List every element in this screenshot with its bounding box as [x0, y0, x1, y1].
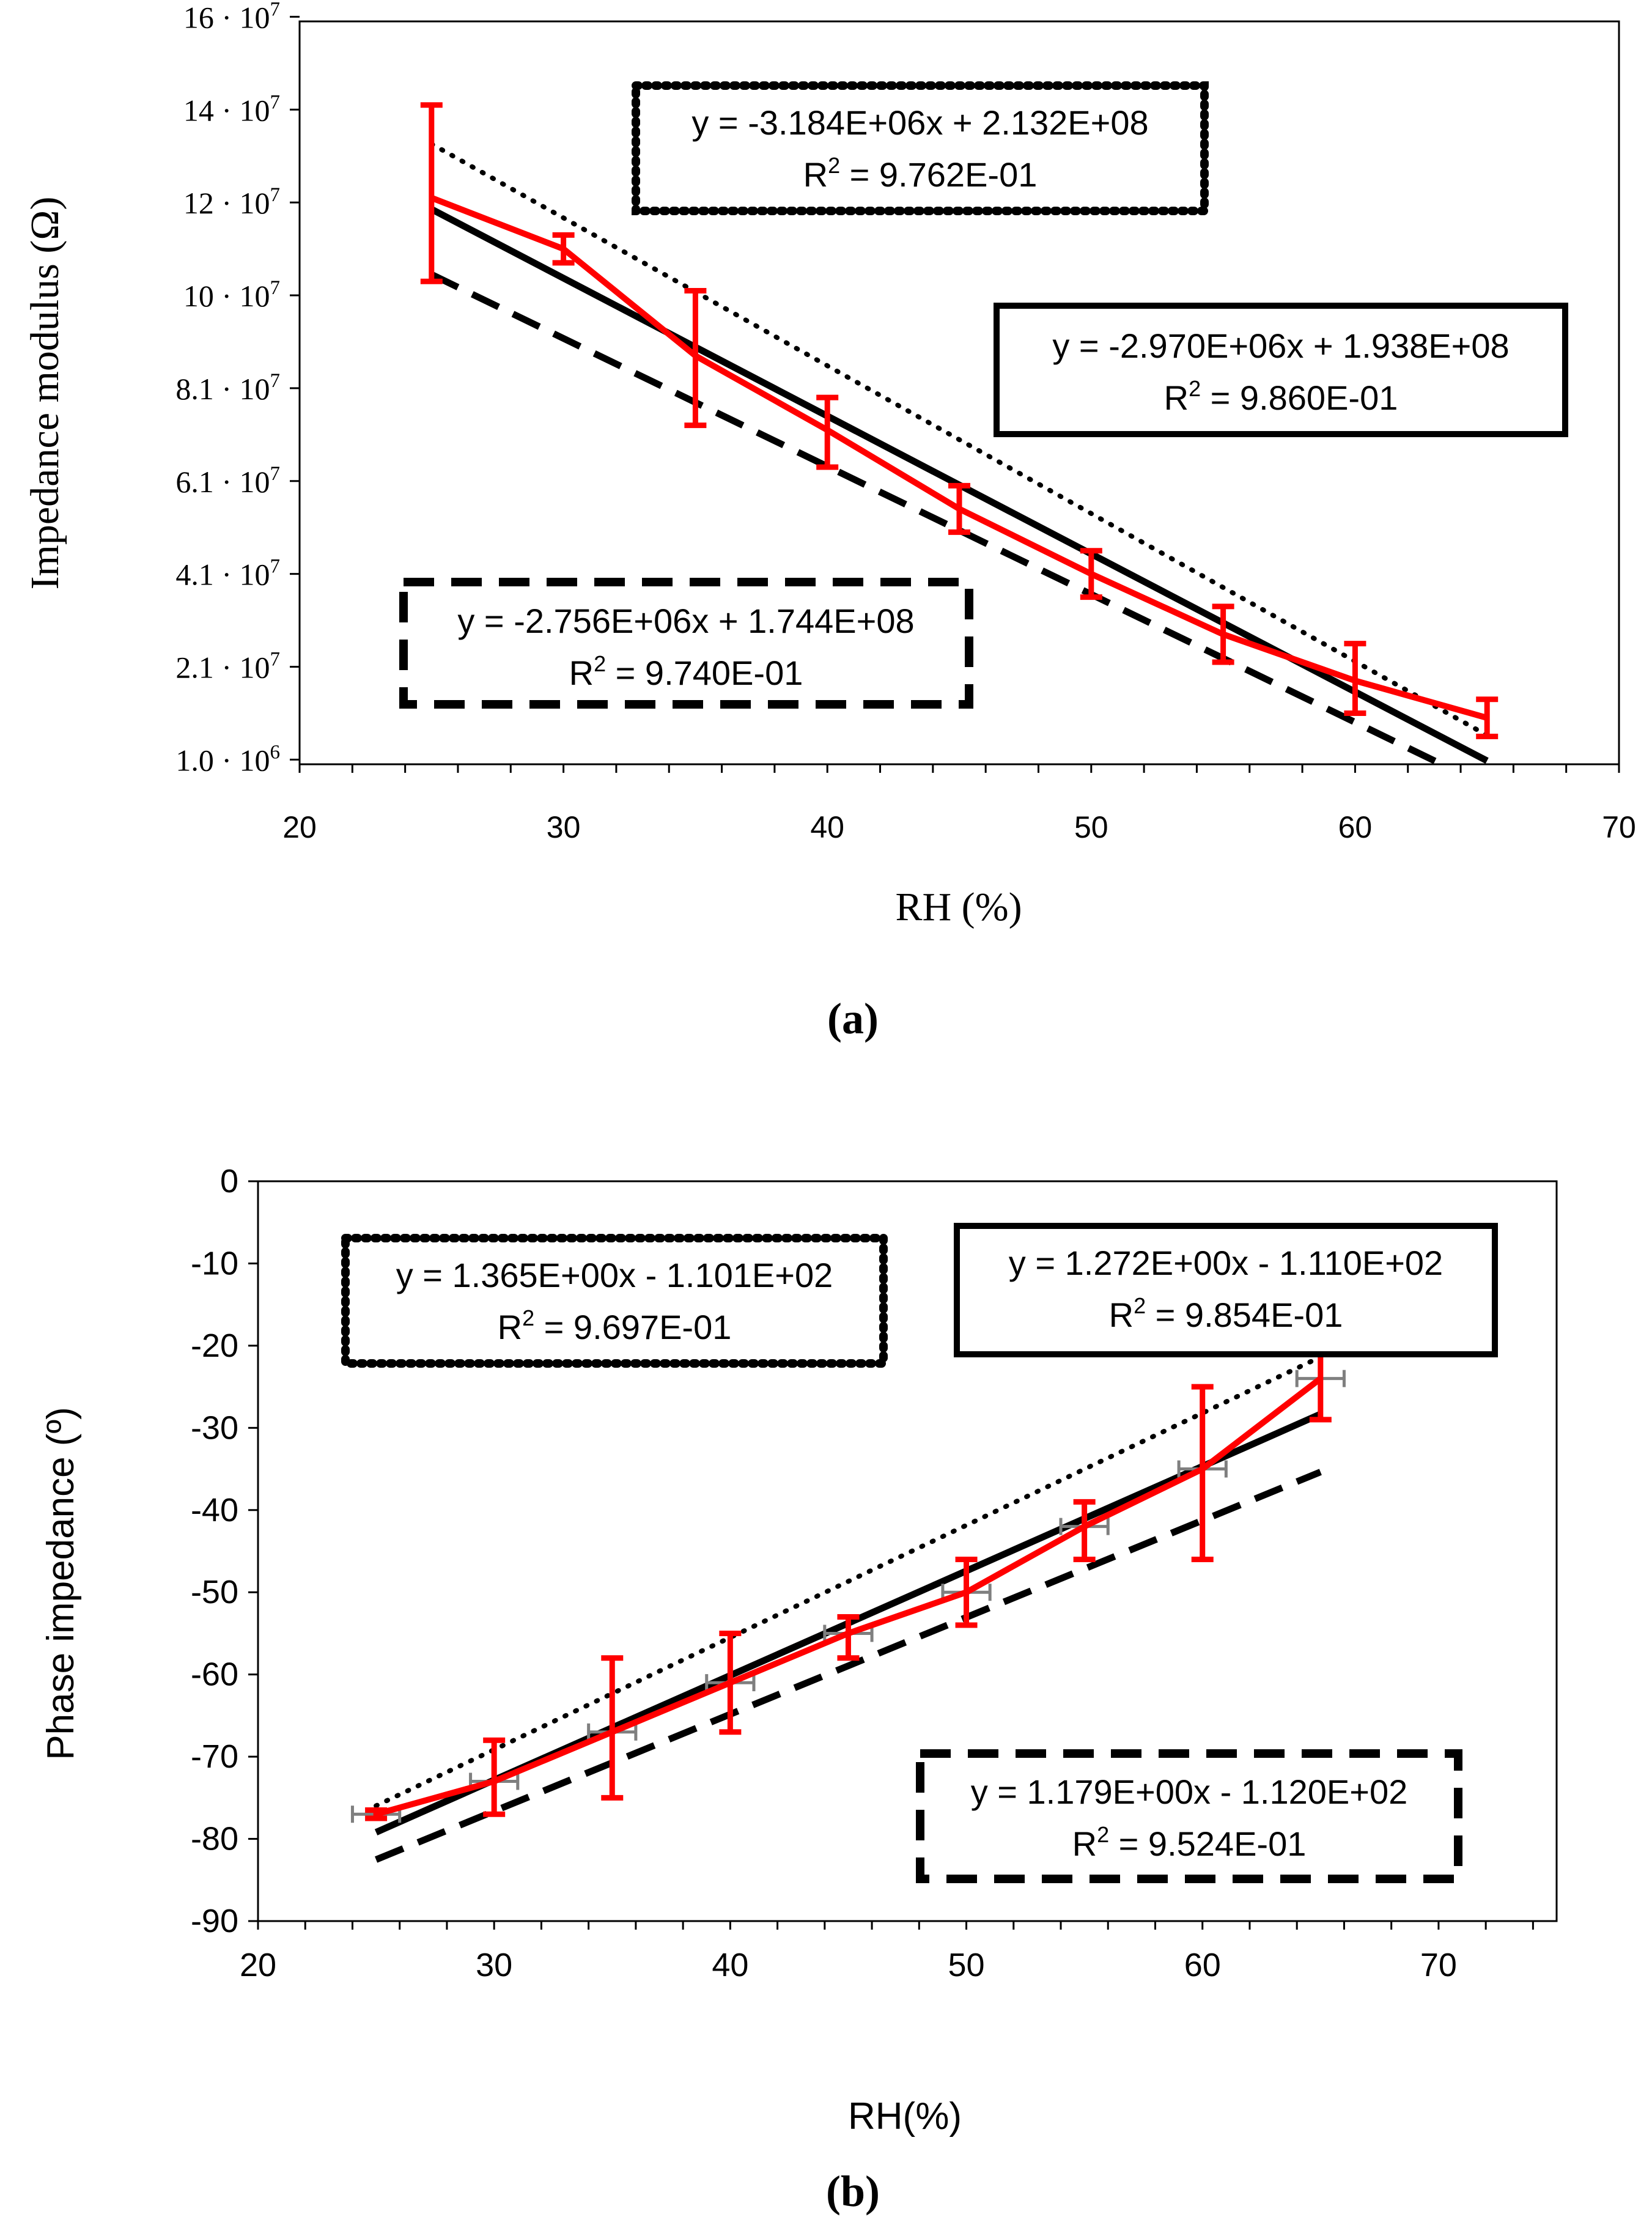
x-axis-label-a: RH (%) — [895, 885, 1022, 929]
y-tick-label: -20 — [191, 1327, 238, 1364]
y-tick-label: -10 — [191, 1245, 238, 1282]
equation-solid-a: y = -2.970E+06x + 1.938E+08 — [1052, 326, 1509, 365]
y-tick-label: 8.1 · 107 — [175, 370, 280, 406]
y-tick-label: 4.1 · 107 — [175, 556, 280, 592]
plot-area-b — [257, 1180, 1558, 1922]
trendline-dotted — [374, 1354, 1323, 1809]
x-tick-label: 50 — [948, 1947, 985, 1983]
x-tick-label: 20 — [282, 810, 317, 844]
x-tick-label: 60 — [1184, 1947, 1221, 1983]
x-tick-label: 50 — [1074, 810, 1108, 844]
y-tick-label: 2.1 · 107 — [175, 649, 280, 685]
y-tick-label: 6.1 · 107 — [175, 463, 280, 499]
r2-solid-b: R2 = 9.854E-01 — [1109, 1293, 1343, 1334]
equation-box-dashed-a — [399, 578, 973, 709]
y-tick-label: -30 — [191, 1409, 238, 1446]
trendline-dashed — [430, 271, 1450, 764]
y-tick-label: -70 — [191, 1738, 238, 1775]
x-axis-ticks-b: 20 30 40 50 60 70 — [240, 1921, 1534, 1983]
equation-box-solid-b — [954, 1223, 1498, 1357]
y-tick-label: -60 — [191, 1656, 238, 1693]
equation-dashed-a: y = -2.756E+06x + 1.744E+08 — [457, 602, 914, 640]
measured-series-a — [420, 102, 1499, 739]
r2-solid-a: R2 = 9.860E-01 — [1164, 376, 1398, 417]
r2-dotted-b: R2 = 9.697E-01 — [498, 1305, 732, 1346]
r2-dashed-b: R2 = 9.524E-01 — [1072, 1822, 1307, 1863]
impedance-modulus-chart: 1.0 · 106 2.1 · 107 4.1 · 107 6.1 · 107 8.1 … — [23, 0, 1636, 1043]
equation-box-solid-a — [994, 303, 1568, 437]
x-axis-label-b: RH(%) — [848, 2095, 962, 2138]
y-tick-label: 1.0 · 106 — [175, 741, 280, 777]
y-tick-label: 0 — [220, 1163, 238, 1200]
equation-solid-b: y = 1.272E+00x - 1.110E+02 — [1009, 1244, 1443, 1282]
r2-dotted-a: R2 = 9.762E-01 — [803, 153, 1038, 194]
r2-dashed-a: R2 = 9.740E-01 — [569, 651, 803, 692]
trendline-dotted — [429, 141, 1490, 738]
measured-line — [375, 1376, 1322, 1818]
x-tick-label: 30 — [547, 810, 581, 844]
x-tick-label: 40 — [810, 810, 844, 844]
equation-dashed-b: y = 1.179E+00x - 1.120E+02 — [971, 1772, 1408, 1811]
panel-label-b: (b) — [826, 2167, 880, 2216]
x-tick-label: 70 — [1602, 810, 1636, 844]
y-tick-label: 12 · 107 — [183, 184, 280, 220]
phase-impedance-chart: 0 -10 -20 -30 -40 -50 -60 -70 -80 -90 20 30 40 50 60 7… — [40, 1163, 1558, 2216]
x-axis-ticks-a: 20 30 40 50 60 70 — [282, 764, 1636, 844]
x-tick-label: 20 — [240, 1947, 276, 1983]
panel-label-a: (a) — [827, 994, 879, 1043]
equation-box-dashed-b — [916, 1749, 1462, 1883]
y-axis-ticks-a: 1.0 · 106 2.1 · 107 4.1 · 107 6.1 · 107 8.1 … — [175, 0, 300, 777]
x-tick-label: 60 — [1338, 810, 1373, 844]
y-tick-label: -40 — [191, 1492, 238, 1529]
y-tick-label: 16 · 107 — [183, 0, 280, 34]
equation-box-dotted-a — [632, 81, 1209, 215]
x-tick-label: 40 — [712, 1947, 748, 1983]
x-tick-label: 70 — [1420, 1947, 1457, 1983]
y-tick-label: -90 — [191, 1903, 238, 1939]
trendline-dashed — [375, 1469, 1322, 1863]
y-axis-label-b: Phase impedance (º) — [40, 1407, 82, 1760]
y-tick-label: 14 · 107 — [183, 91, 280, 127]
y-tick-label: -80 — [191, 1821, 238, 1857]
y-tick-label: -50 — [191, 1574, 238, 1610]
plot-area-a — [298, 20, 1620, 765]
y-tick-label: 10 · 107 — [183, 277, 280, 313]
y-axis-label-a: Impedance modulus (Ω) — [23, 197, 67, 590]
equation-dotted-a: y = -3.184E+06x + 2.132E+08 — [691, 103, 1148, 142]
equation-box-dotted-b — [341, 1234, 888, 1368]
x-tick-label: 30 — [476, 1947, 512, 1983]
equation-dotted-b: y = 1.365E+00x - 1.101E+02 — [396, 1256, 833, 1294]
y-axis-ticks-b: 0 -10 -20 -30 -40 -50 -60 -70 -80 -90 — [191, 1163, 258, 1939]
